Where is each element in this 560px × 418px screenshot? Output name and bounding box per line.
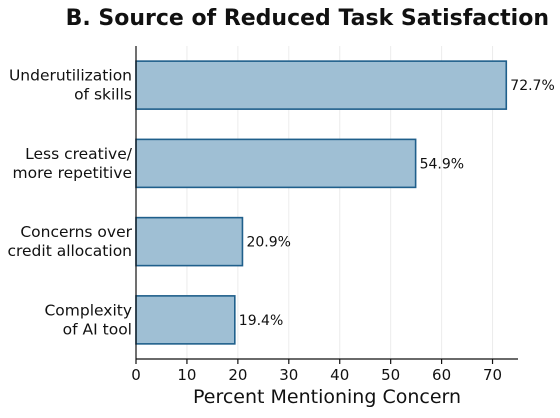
bar-0 — [135, 60, 508, 110]
x-tick-label-40: 40 — [330, 366, 349, 384]
bar-3 — [135, 295, 236, 345]
bar-1 — [135, 138, 417, 189]
x-tick-label-10: 10 — [177, 366, 196, 384]
x-axis: 0 10 20 30 40 50 60 70 — [131, 46, 518, 384]
x-tick-label-0: 0 — [131, 366, 141, 384]
chart-title: B. Source of Reduced Task Satisfaction — [66, 6, 549, 31]
bars: 72.7% Underutilization of skills 54.9% Less … — [7, 60, 555, 345]
x-tick-label-70: 70 — [483, 366, 502, 384]
x-tick-label-50: 50 — [381, 366, 400, 384]
bar-value-label-2: 20.9% — [246, 235, 290, 251]
bar-value-label-0: 72.7% — [510, 78, 554, 94]
bar-value-label-3: 19.4% — [239, 313, 283, 329]
bar-value-label-1: 54.9% — [420, 156, 464, 172]
bar-2 — [135, 216, 244, 267]
x-tick-label-60: 60 — [432, 366, 451, 384]
x-tick-label-30: 30 — [279, 366, 298, 384]
category-label-1: Less creative/more repetitive — [13, 145, 133, 182]
category-label-3: Complexity of AI tool — [44, 301, 132, 338]
category-label-0: Underutilization of skills — [9, 67, 132, 104]
category-label-2: Concerns over credit allocation — [7, 223, 132, 260]
x-tick-label-20: 20 — [228, 366, 247, 384]
x-axis-title: Percent Mentioning Concern — [193, 386, 461, 408]
